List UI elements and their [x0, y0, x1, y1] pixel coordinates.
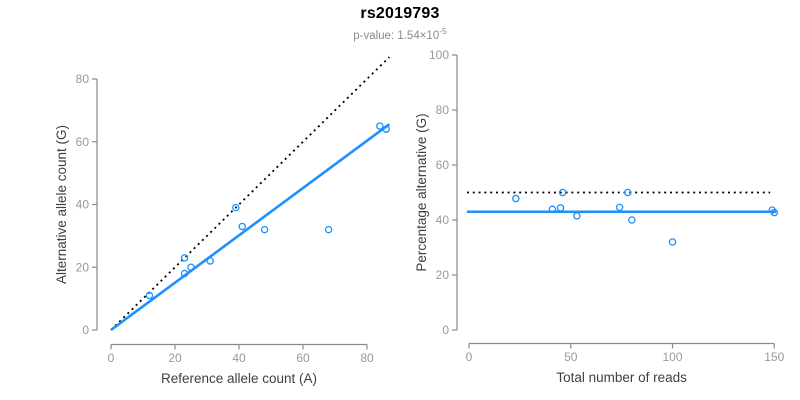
pvalue-exponent: -5 [439, 26, 447, 36]
regression-line [110, 123, 391, 332]
y-tick-label: 60 [76, 135, 90, 149]
y-tick-label: 60 [436, 158, 450, 172]
data-point [187, 263, 195, 271]
figure-header: rs2019793 p-value: 1.54×10-5 [0, 5, 800, 42]
data-point [558, 188, 567, 197]
data-point [668, 238, 677, 246]
x-axis-title: Reference allele count (A) [161, 371, 317, 386]
y-tick-label: 0 [82, 323, 89, 337]
data-point [260, 225, 269, 234]
x-tick-label: 150 [764, 350, 784, 364]
pvalue-text: p-value: 1.54×10 [353, 29, 440, 42]
data-point [180, 254, 189, 262]
x-tick-label: 20 [168, 351, 182, 365]
y-tick-label: 40 [436, 213, 450, 227]
x-tick-label: 100 [662, 350, 682, 364]
data-point [770, 208, 779, 217]
data-point [615, 203, 624, 212]
y-tick-label: 20 [436, 268, 450, 282]
x-tick-label: 60 [296, 351, 310, 365]
y-tick-label: 40 [76, 198, 90, 212]
data-point [512, 194, 520, 203]
x-tick-label: 80 [360, 351, 374, 365]
data-point [232, 203, 240, 212]
x-axis-title: Total number of reads [556, 370, 687, 385]
data-point [145, 291, 154, 300]
y-tick-label: 80 [436, 103, 450, 117]
y-tick-label: 20 [76, 260, 90, 274]
identity-line [110, 56, 391, 331]
x-tick-label: 50 [564, 350, 578, 364]
y-axis-title: Alternative allele count (G) [54, 125, 69, 284]
x-tick-label: 0 [108, 351, 115, 365]
y-tick-label: 0 [442, 323, 449, 337]
data-point [623, 188, 632, 197]
y-tick-label: 100 [429, 48, 449, 62]
data-point [238, 222, 246, 231]
data-point [206, 257, 214, 265]
data-point [376, 122, 384, 130]
data-point [628, 216, 636, 224]
y-axis-title: Percentage alternative (G) [414, 113, 429, 271]
x-tick-label: 0 [466, 350, 473, 364]
figure-title: rs2019793 [360, 5, 440, 22]
x-tick-label: 40 [232, 351, 246, 365]
data-point [324, 225, 333, 234]
data-point [556, 204, 565, 212]
y-tick-label: 80 [76, 72, 90, 86]
figure-subtitle: p-value: 1.54×10-5 [0, 26, 800, 42]
data-point [382, 125, 390, 133]
data-point [548, 205, 557, 214]
data-point [573, 212, 581, 220]
data-point [180, 269, 189, 278]
